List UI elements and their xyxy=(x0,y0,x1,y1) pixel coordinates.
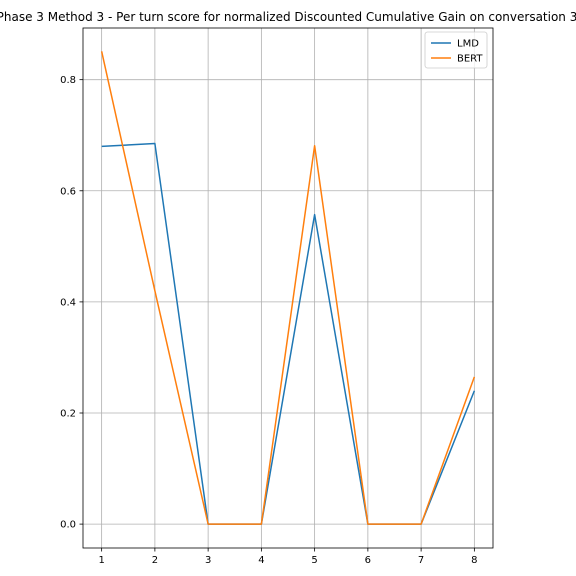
x-tick-label: 2 xyxy=(152,555,158,566)
x-tick-label: 1 xyxy=(98,555,104,566)
x-tick-label: 3 xyxy=(205,555,211,566)
y-tick-label: 0.4 xyxy=(60,297,76,308)
x-tick-label: 5 xyxy=(311,555,317,566)
y-tick-label: 0.0 xyxy=(60,520,76,531)
y-tick-label: 0.6 xyxy=(60,186,76,197)
legend-label-lmd: LMD xyxy=(457,39,479,50)
x-tick-label: 4 xyxy=(258,555,264,566)
x-tick-label: 7 xyxy=(418,555,424,566)
series-line-bert xyxy=(100,51,476,525)
legend-box xyxy=(424,31,488,69)
plot-area-frame xyxy=(82,27,494,549)
y-tick-label: 0.8 xyxy=(60,75,76,86)
grid xyxy=(83,28,493,548)
x-tick-label: 6 xyxy=(365,555,371,566)
series-lines xyxy=(100,51,476,525)
y-axis: 0.0 0.2 0.4 0.6 0.8 xyxy=(60,75,83,531)
chart-title: Phase 3 Method 3 - Per turn score for no… xyxy=(0,10,576,24)
y-tick-label: 0.2 xyxy=(60,409,76,420)
x-axis: 1 2 3 4 5 6 7 8 xyxy=(98,548,478,566)
x-tick-label: 8 xyxy=(471,555,477,566)
legend-label-bert: BERT xyxy=(457,54,483,65)
legend: LMD BERT xyxy=(424,31,488,69)
